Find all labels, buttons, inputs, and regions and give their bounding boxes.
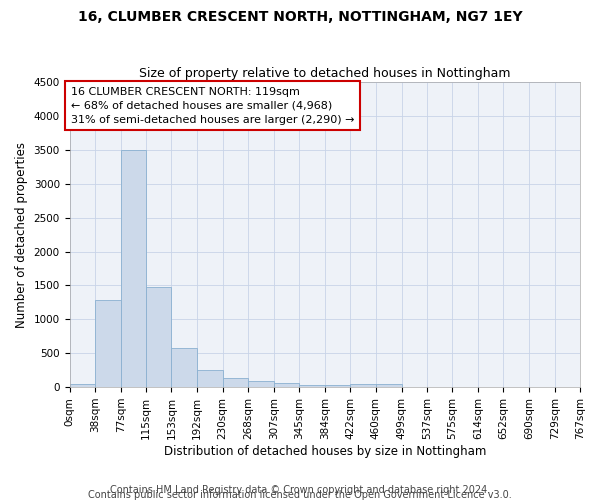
Bar bbox=[197, 370, 223, 387]
Text: 16 CLUMBER CRESCENT NORTH: 119sqm
← 68% of detached houses are smaller (4,968)
3: 16 CLUMBER CRESCENT NORTH: 119sqm ← 68% … bbox=[71, 87, 355, 125]
Bar bbox=[95, 300, 121, 387]
Text: Contains HM Land Registry data © Crown copyright and database right 2024.: Contains HM Land Registry data © Crown c… bbox=[110, 485, 490, 495]
Bar bbox=[223, 378, 248, 387]
Title: Size of property relative to detached houses in Nottingham: Size of property relative to detached ho… bbox=[139, 66, 511, 80]
Bar bbox=[350, 384, 376, 387]
Bar bbox=[299, 384, 325, 387]
Bar bbox=[274, 384, 299, 387]
Bar bbox=[325, 386, 350, 387]
Bar bbox=[376, 384, 401, 387]
Bar bbox=[172, 348, 197, 387]
X-axis label: Distribution of detached houses by size in Nottingham: Distribution of detached houses by size … bbox=[164, 444, 486, 458]
Bar bbox=[121, 150, 146, 387]
Text: 16, CLUMBER CRESCENT NORTH, NOTTINGHAM, NG7 1EY: 16, CLUMBER CRESCENT NORTH, NOTTINGHAM, … bbox=[77, 10, 523, 24]
Text: Contains public sector information licensed under the Open Government Licence v3: Contains public sector information licen… bbox=[88, 490, 512, 500]
Y-axis label: Number of detached properties: Number of detached properties bbox=[15, 142, 28, 328]
Bar bbox=[248, 381, 274, 387]
Bar bbox=[70, 384, 95, 387]
Bar bbox=[146, 287, 172, 387]
